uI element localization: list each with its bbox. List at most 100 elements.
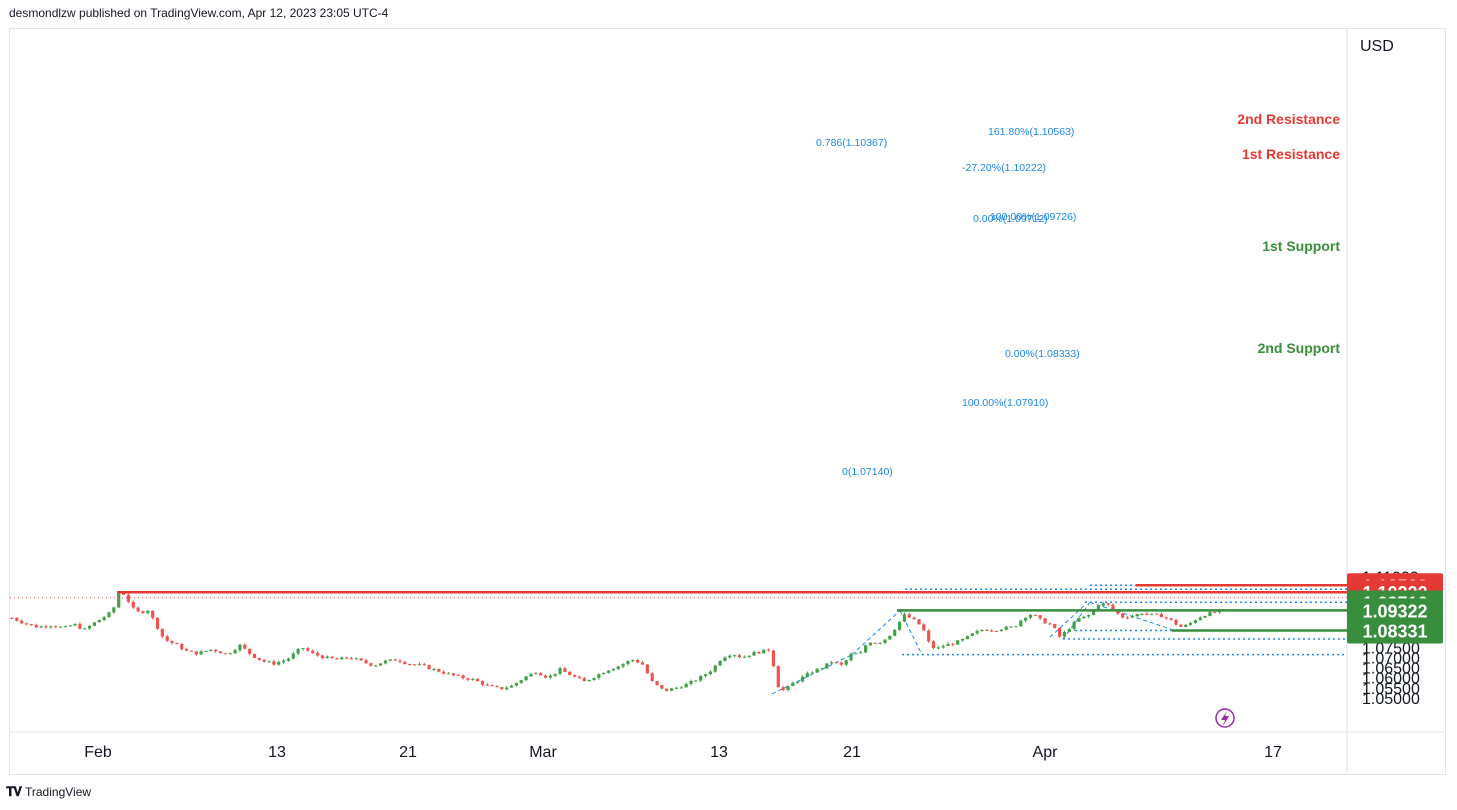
candle-body [73,623,77,626]
candle-body [412,664,417,666]
price-badge-bg [1347,618,1443,644]
candle-body [582,678,586,682]
candle-body [990,630,994,632]
candle-body [1198,617,1202,621]
candle [1208,611,1212,617]
footer-brand: TradingView [25,785,92,799]
candle [728,653,732,659]
candle-body [1024,617,1028,621]
candle [480,680,485,687]
candle [990,629,994,633]
candle-body [388,659,392,661]
candle-body [49,626,53,628]
candle [888,635,892,640]
candle-body [257,657,261,660]
candle [994,630,999,633]
candle [325,655,329,659]
time-tick-label: Apr [1033,744,1059,761]
time-tick-label: Mar [529,744,557,761]
candle [708,670,712,676]
candle [951,642,955,647]
candle [577,675,582,679]
candle-body [703,674,708,677]
candle-body [752,651,756,656]
candle [883,639,887,645]
fib-label: 0(1.07140) [842,466,893,478]
candle [742,655,746,658]
candle-body [383,660,388,664]
candle [189,650,194,652]
lightning-icon-ring [1215,708,1235,728]
candle-body [825,663,829,669]
candle [476,678,480,682]
candle-body [1038,615,1042,619]
candle [267,660,271,663]
candle-body [1125,617,1130,619]
price-tick-label: 1.05500 [1362,681,1420,698]
candle [897,621,902,631]
candle-body [674,687,679,689]
candle-body [78,623,82,629]
chart-frame[interactable] [9,28,1446,775]
candle-body [815,668,819,673]
candle-body [936,647,940,649]
candle [602,672,606,675]
candle [1067,627,1071,633]
candle [88,625,92,630]
candle [408,663,412,666]
time-axis[interactable]: Feb 13 21 Mar 13 21 Apr 17 [84,744,1282,761]
candle-body [126,594,130,602]
candle-body [1067,628,1071,632]
candle-body [476,678,480,682]
candle-body [315,652,320,656]
candle [509,684,514,688]
candle [442,670,446,675]
fib-label: 0.00%(1.09712) [973,213,1048,225]
candle-body [873,642,877,644]
candle [1009,625,1013,628]
candle-body [587,679,591,682]
candle-body [1208,612,1212,616]
candle-body [1203,615,1207,618]
price-axis[interactable]: USD1.110001.100001.095001.090001.085001.… [1347,38,1443,708]
candle [446,671,451,675]
level-label: 2nd Support [1258,340,1341,356]
candle [359,658,363,661]
candle-body [121,593,126,595]
candle [354,657,358,660]
grid-layer [10,29,1446,774]
currency-label: USD [1360,38,1394,55]
candle-body [68,625,72,627]
candle [762,649,766,654]
candle [1179,624,1183,627]
candle [844,659,848,667]
candle [194,651,198,656]
candle-body [442,671,446,674]
candle [747,655,751,659]
candle-body [374,665,378,667]
candle-body [505,687,509,690]
candle [587,679,591,682]
candle [393,658,397,661]
candle-body [975,630,979,634]
candle-body [994,630,999,632]
candle-body [519,680,523,683]
candle [92,622,97,627]
candle-body [185,649,189,651]
candle [1155,613,1159,615]
candle [1004,625,1008,631]
candle [199,649,203,655]
candle-body [131,601,135,608]
candle [815,668,819,674]
candle-body [1213,612,1217,614]
candle [694,680,698,682]
candle-body [830,662,834,664]
candle [733,654,737,658]
candle [34,623,38,628]
candle-body [422,664,426,666]
candle-body [408,664,412,666]
candle [922,623,926,631]
lightning-icon[interactable] [1215,708,1235,728]
candle-body [277,662,281,665]
